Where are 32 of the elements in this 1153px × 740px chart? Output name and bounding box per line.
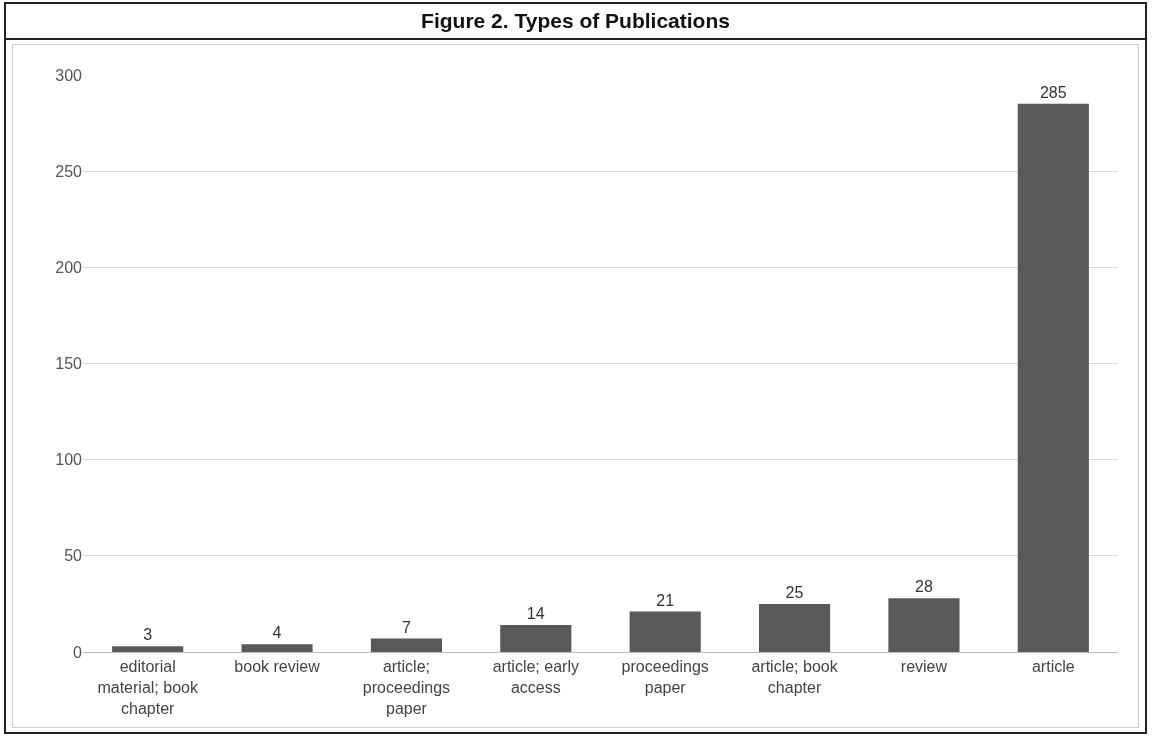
bar [888,598,960,652]
x-tick-label: article; early access [492,658,579,696]
y-tick-label: 50 [64,547,83,565]
x-tick-label: editorial material; book chapter [97,658,199,717]
data-label: 7 [401,618,411,636]
bar [500,625,572,652]
bar [241,644,313,652]
y-tick-label: 100 [55,451,83,469]
bar [1017,103,1089,652]
data-label: 25 [785,583,804,601]
data-label: 3 [143,626,153,644]
y-tick-label: 300 [55,66,83,84]
bar [629,611,701,652]
x-tick-label: article; proceedings paper [362,658,451,717]
data-label: 14 [526,605,545,623]
data-label: 4 [272,624,282,642]
x-tick-label: article; book chapter [751,658,839,696]
bar [112,646,184,652]
x-tick-label: article [1031,658,1075,676]
x-tick-label: proceedings paper [621,658,709,696]
data-label: 285 [1039,83,1067,101]
chart-title: Figure 2. Types of Publications [6,4,1145,40]
y-tick-label: 250 [55,162,83,180]
y-tick-label: 0 [73,643,83,661]
data-label: 28 [914,578,933,596]
bar [758,603,831,652]
data-label: 21 [656,591,675,609]
bar [370,638,443,652]
x-tick-label: review [900,658,948,676]
x-tick-label: book review [234,658,321,676]
y-tick-label: 200 [55,258,83,276]
y-tick-label: 150 [55,355,83,373]
